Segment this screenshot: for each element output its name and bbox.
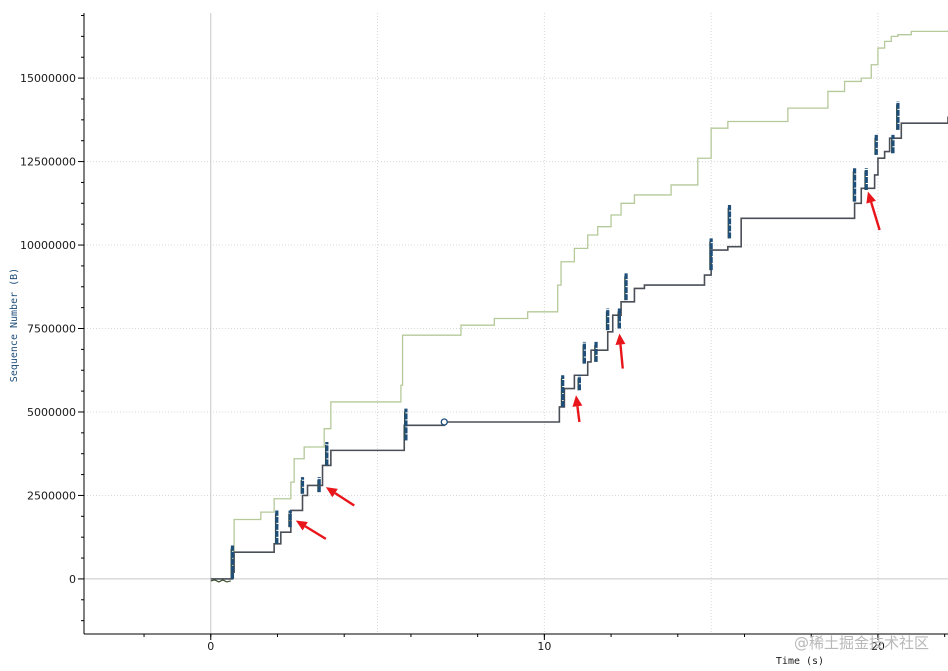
y-tick-label: 5000000 [27, 406, 76, 419]
y-tick-label: 2500000 [27, 489, 76, 502]
y-tick-label: 10000000 [20, 239, 76, 252]
y-axis-label: Sequence Number (B) [9, 268, 20, 382]
axes: 0 2500000 5000000 7500000 10000000 12500000 15… [20, 13, 948, 653]
annotation-arrow-head [615, 333, 626, 345]
x-tick-label: 10 [537, 640, 551, 653]
annotation-arrow-shaft [869, 201, 881, 231]
annotation-arrow-shaft [619, 344, 624, 369]
annotation-arrow-head [295, 520, 308, 531]
ack-line [210, 116, 948, 580]
receive-window-line [210, 30, 948, 580]
annotation-arrow-shaft [576, 406, 581, 423]
y-tick-label: 0 [69, 573, 76, 586]
x-tick-label: 0 [207, 640, 214, 653]
x-axis-label: Time (s) [776, 656, 824, 667]
grid [84, 13, 948, 634]
annotation-arrow-shaft [334, 492, 355, 507]
y-tick-label: 12500000 [20, 156, 76, 169]
watermark-text: @稀土掘金技术社区 [794, 634, 929, 652]
annotation-arrow-head [325, 487, 338, 498]
y-tick-label: 15000000 [20, 72, 76, 85]
selected-packet-marker [440, 418, 448, 426]
handshake-segments [210, 579, 231, 583]
annotation-arrow-shaft [304, 525, 327, 540]
annotation-arrow-head [572, 395, 583, 407]
y-tick-label: 7500000 [27, 323, 76, 336]
x-tick-label: 20 [871, 640, 885, 653]
annotation-arrow-head [866, 191, 876, 204]
annotations [295, 191, 881, 540]
series [210, 30, 948, 583]
baselines [84, 13, 948, 634]
